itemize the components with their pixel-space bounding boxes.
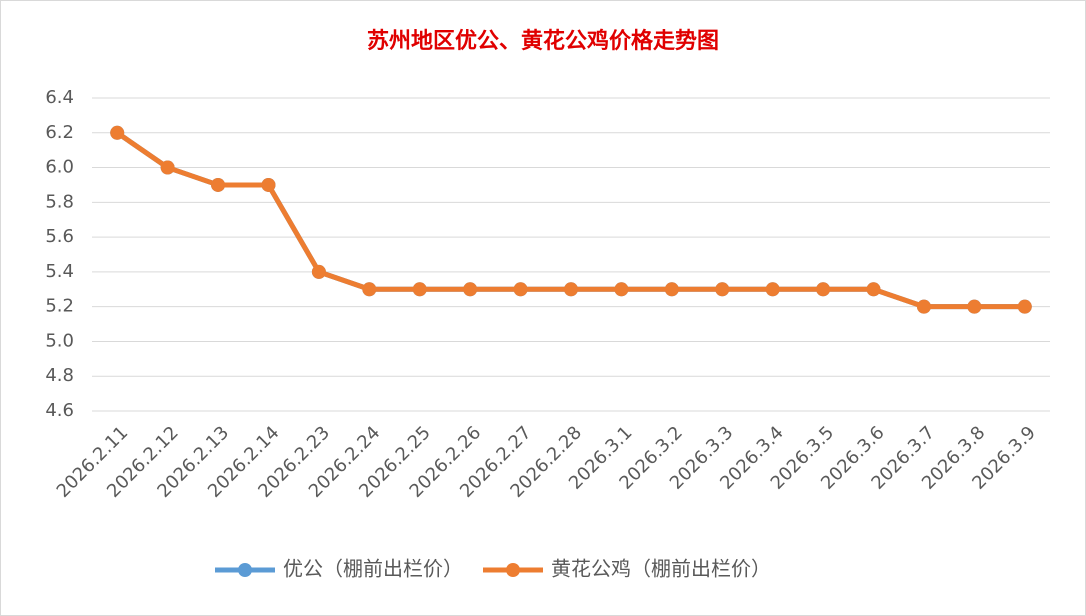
data-point	[362, 282, 377, 297]
data-point	[513, 282, 528, 297]
data-point	[211, 177, 226, 192]
data-point	[614, 282, 629, 297]
data-point	[261, 177, 276, 192]
data-point	[765, 282, 780, 297]
data-point	[916, 299, 931, 314]
y-tick-label: 5.6	[45, 226, 74, 247]
y-tick-label: 4.6	[45, 400, 74, 421]
data-point	[463, 282, 478, 297]
data-point	[816, 282, 831, 297]
legend-item: 优公（棚前出栏价）	[215, 557, 463, 581]
chart-title: 苏州地区优公、黄花公鸡价格走势图	[367, 28, 719, 54]
data-point	[1017, 299, 1032, 314]
legend-marker	[506, 563, 520, 577]
data-point	[412, 282, 427, 297]
data-point	[564, 282, 578, 297]
data-point	[110, 125, 125, 140]
y-tick-label: 6.0	[45, 157, 74, 178]
data-point	[160, 160, 175, 175]
data-point	[664, 282, 679, 297]
data-point	[866, 282, 881, 297]
data-point	[311, 264, 326, 279]
y-tick-label: 5.2	[45, 296, 74, 317]
y-tick-label: 5.0	[45, 330, 74, 351]
y-tick-label: 6.2	[45, 122, 74, 143]
data-point	[967, 299, 982, 314]
data-point	[715, 282, 730, 297]
legend-item: 黄花公鸡（棚前出栏价）	[483, 557, 771, 581]
y-tick-label: 5.4	[45, 261, 74, 282]
legend-marker	[238, 563, 252, 577]
legend-label: 优公（棚前出栏价）	[283, 557, 463, 581]
y-tick-label: 6.4	[45, 87, 74, 108]
y-tick-label: 5.8	[45, 191, 74, 212]
legend-label: 黄花公鸡（棚前出栏价）	[551, 557, 771, 581]
y-tick-label: 4.8	[45, 365, 74, 386]
